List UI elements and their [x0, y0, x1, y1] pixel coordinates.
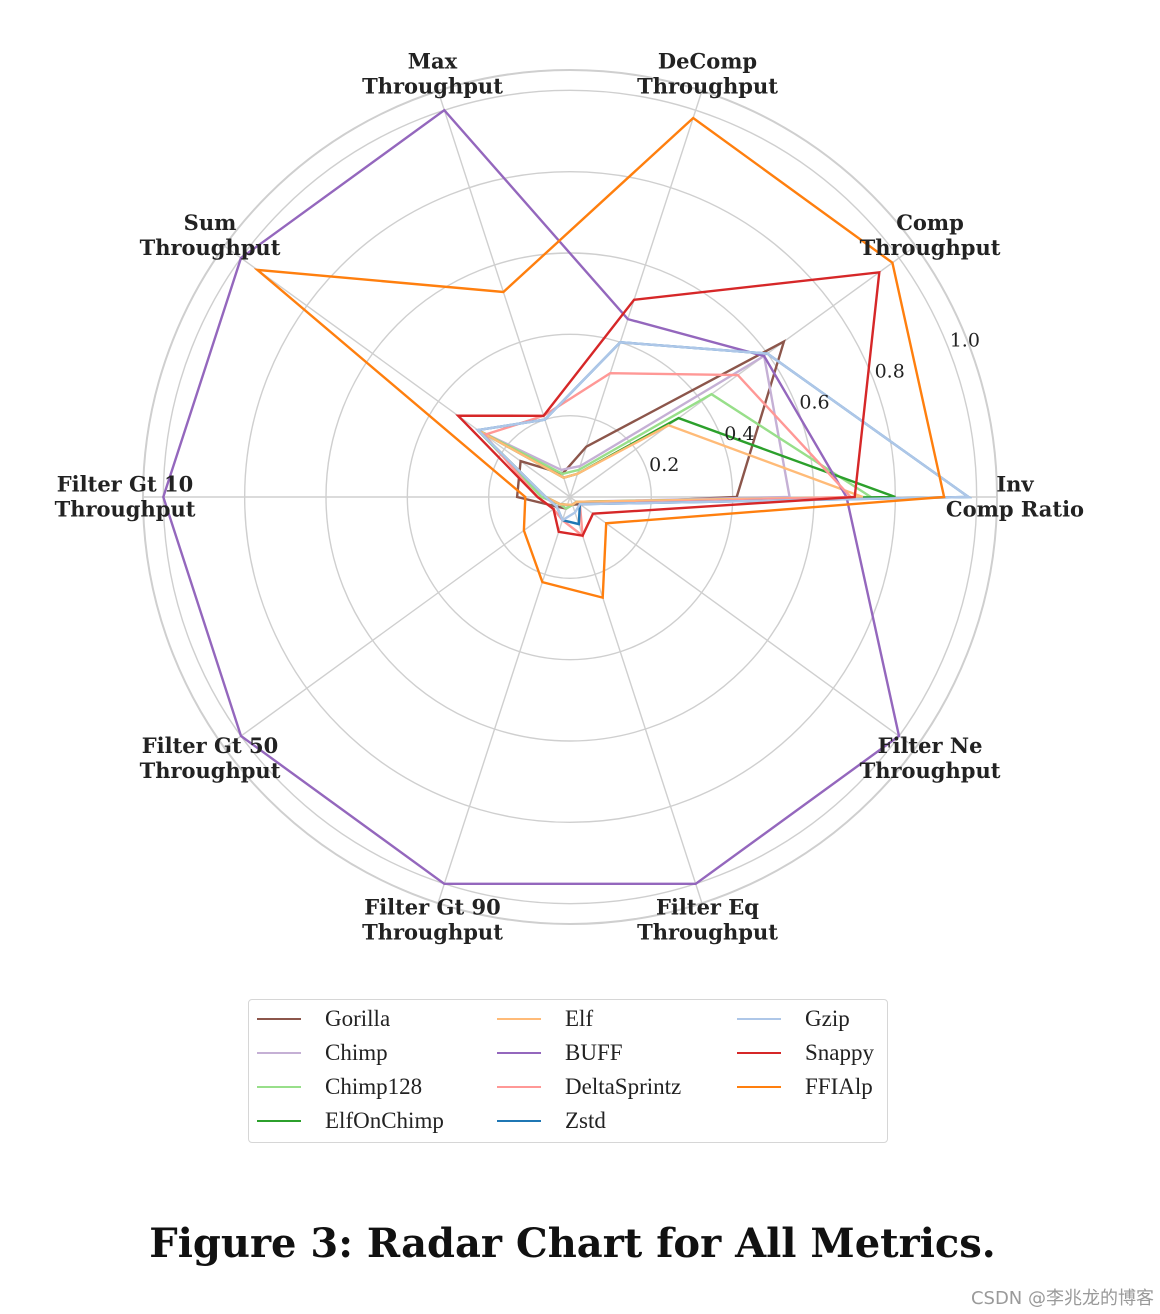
legend-swatch	[497, 1018, 541, 1020]
radial-tick-label: 0.2	[649, 454, 679, 476]
legend-item: FFIAlp	[737, 1072, 873, 1102]
axis-label: Comp	[896, 210, 964, 235]
radar-series	[162, 108, 973, 885]
watermark: CSDN @李兆龙的博客	[970, 1288, 1154, 1309]
legend-swatch	[497, 1120, 541, 1122]
spoke-line	[437, 496, 571, 904]
radial-tick-label: 0.6	[799, 392, 829, 414]
legend-item: DeltaSprintz	[497, 1072, 681, 1102]
legend-label: Gorilla	[325, 1006, 391, 1031]
legend-label: FFIAlp	[805, 1074, 873, 1099]
radial-tick-label: 1.0	[950, 329, 980, 351]
legend-swatch	[737, 1018, 781, 1020]
legend-swatch	[737, 1086, 781, 1088]
spoke-line	[437, 90, 571, 498]
legend-label: Snappy	[805, 1040, 874, 1065]
figure-caption: Figure 3: Radar Chart for All Metrics.	[149, 1220, 996, 1267]
legend-item: Chimp	[257, 1038, 388, 1068]
axis-label: Throughput	[860, 758, 1001, 783]
spoke-line	[569, 90, 703, 498]
axis-label: Filter Gt 50	[142, 733, 278, 758]
spoke-line	[569, 496, 916, 749]
legend-label: ElfOnChimp	[325, 1108, 444, 1133]
axis-label: Throughput	[860, 235, 1001, 260]
axis-label: Throughput	[637, 73, 778, 98]
axis-label: Throughput	[362, 920, 503, 945]
legend-item: Snappy	[737, 1038, 874, 1068]
series-ffialp-line	[253, 116, 946, 600]
legend-label: Chimp	[325, 1040, 388, 1065]
spoke-line	[224, 245, 571, 498]
legend-swatch	[257, 1052, 301, 1054]
axis-label: DeComp	[658, 48, 757, 73]
legend-label: BUFF	[565, 1040, 623, 1065]
axis-label: Filter Eq	[656, 895, 759, 920]
axis-label: Filter Gt 90	[364, 895, 500, 920]
legend-label: Elf	[565, 1006, 594, 1031]
axis-label: Throughput	[362, 73, 503, 98]
legend-swatch	[257, 1086, 301, 1088]
axis-label: Inv	[996, 472, 1034, 497]
legend-swatch	[737, 1052, 781, 1054]
legend-swatch	[257, 1120, 301, 1122]
radial-tick-label: 0.4	[724, 423, 754, 445]
axis-label: Throughput	[140, 758, 281, 783]
axis-label: Sum	[184, 210, 237, 235]
axis-label: Comp Ratio	[946, 497, 1084, 522]
legend-label: DeltaSprintz	[565, 1074, 682, 1099]
axis-label: Throughput	[140, 235, 281, 260]
axis-label: Filter Gt 10	[57, 472, 193, 497]
radial-tick-label: 0.8	[875, 361, 905, 383]
spoke-line	[569, 496, 703, 904]
legend-swatch	[257, 1018, 301, 1020]
legend-label: Zstd	[565, 1108, 606, 1133]
legend-swatch	[497, 1052, 541, 1054]
axis-label: Throughput	[55, 497, 196, 522]
legend-label: Chimp128	[325, 1074, 423, 1099]
legend: Gorilla Chimp Chimp128 ElfOnChimp Elf BUFF Del…	[248, 999, 888, 1143]
legend-item: Gzip	[737, 1004, 850, 1034]
legend-item: BUFF	[497, 1038, 623, 1068]
spoke-line	[569, 245, 916, 498]
legend-item: Gorilla	[257, 1004, 390, 1034]
series-gorilla-line	[515, 339, 786, 510]
series-buff-line	[162, 108, 901, 885]
spoke-line	[224, 496, 571, 749]
legend-item: ElfOnChimp	[257, 1106, 444, 1136]
axis-label: Filter Ne	[878, 733, 983, 758]
legend-item: Zstd	[497, 1106, 606, 1136]
legend-item: Elf	[497, 1004, 593, 1034]
legend-label: Gzip	[805, 1006, 850, 1031]
series-gzip-line	[475, 341, 973, 522]
radial-tick-labels: 0.2 0.4 0.6 0.8 1.0	[649, 329, 980, 475]
legend-item: Chimp128	[257, 1072, 422, 1102]
legend-swatch	[497, 1086, 541, 1088]
series-snappy-line	[455, 270, 881, 538]
axis-label: Throughput	[637, 920, 778, 945]
axis-label: Max	[408, 48, 458, 73]
